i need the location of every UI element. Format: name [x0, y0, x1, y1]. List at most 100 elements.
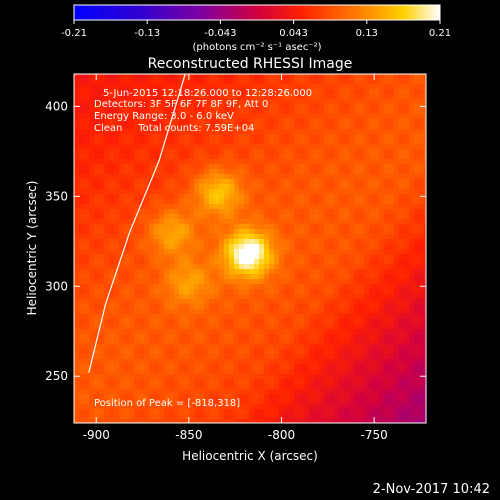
heatmap-pixel — [299, 274, 305, 280]
heatmap-pixel — [184, 74, 190, 80]
heatmap-pixel — [419, 334, 425, 340]
heatmap-pixel — [94, 109, 100, 115]
heatmap-pixel — [94, 89, 100, 95]
heatmap-pixel — [124, 114, 130, 120]
heatmap-pixel — [244, 219, 250, 225]
heatmap-pixel — [159, 74, 165, 80]
heatmap-pixel — [224, 94, 230, 100]
heatmap-pixel — [224, 194, 230, 200]
heatmap-pixel — [384, 264, 390, 270]
heatmap-pixel — [339, 179, 345, 185]
heatmap-pixel — [79, 294, 85, 300]
heatmap-pixel — [214, 214, 220, 220]
heatmap-pixel — [139, 344, 145, 350]
heatmap-pixel — [319, 314, 325, 320]
heatmap-pixel — [119, 334, 125, 340]
heatmap-pixel — [254, 269, 260, 275]
heatmap-pixel — [419, 154, 425, 160]
colorbar-tick-label: -0.21 — [61, 28, 87, 39]
heatmap-pixel — [74, 264, 80, 270]
heatmap-pixel — [149, 364, 155, 370]
heatmap-pixel — [269, 384, 275, 390]
heatmap-pixel — [259, 324, 265, 330]
heatmap-pixel — [169, 164, 175, 170]
heatmap-pixel — [89, 174, 95, 180]
heatmap-pixel — [154, 359, 160, 365]
heatmap-pixel — [389, 404, 395, 410]
heatmap-pixel — [219, 349, 225, 355]
heatmap-pixel — [264, 304, 270, 310]
heatmap-pixel — [99, 184, 105, 190]
heatmap-pixel — [224, 179, 230, 185]
heatmap-pixel — [114, 379, 120, 385]
heatmap-pixel — [394, 234, 400, 240]
heatmap-pixel — [404, 129, 410, 135]
heatmap-pixel — [144, 159, 150, 165]
heatmap-pixel — [234, 74, 240, 80]
heatmap-pixel — [219, 124, 225, 130]
heatmap-pixel — [369, 299, 375, 305]
heatmap-pixel — [259, 239, 265, 245]
heatmap-pixel — [129, 139, 135, 145]
heatmap-pixel — [354, 284, 360, 290]
heatmap-pixel — [144, 179, 150, 185]
heatmap-pixel — [169, 259, 175, 265]
heatmap-pixel — [234, 79, 240, 85]
heatmap-pixel — [369, 414, 375, 420]
heatmap-pixel — [234, 344, 240, 350]
heatmap-pixel — [74, 234, 80, 240]
heatmap-pixel — [119, 179, 125, 185]
heatmap-pixel — [199, 179, 205, 185]
heatmap-pixel — [354, 89, 360, 95]
heatmap-pixel — [129, 214, 135, 220]
heatmap-pixel — [299, 79, 305, 85]
heatmap-pixel — [119, 219, 125, 225]
heatmap-pixel — [264, 244, 270, 250]
heatmap-pixel — [184, 239, 190, 245]
heatmap-pixel — [364, 79, 370, 85]
heatmap-pixel — [229, 244, 235, 250]
heatmap-pixel — [299, 164, 305, 170]
heatmap-pixel — [254, 74, 260, 80]
heatmap-pixel — [409, 89, 415, 95]
heatmap-pixel — [254, 144, 260, 150]
heatmap-pixel — [389, 74, 395, 80]
heatmap-pixel — [419, 219, 425, 225]
heatmap-pixel — [409, 84, 415, 90]
heatmap-pixel — [334, 409, 340, 415]
heatmap-pixel — [344, 259, 350, 265]
heatmap-pixel — [239, 399, 245, 405]
heatmap-pixel — [389, 294, 395, 300]
heatmap-pixel — [309, 209, 315, 215]
heatmap-pixel — [189, 414, 195, 420]
heatmap-pixel — [404, 119, 410, 125]
heatmap-pixel — [249, 229, 255, 235]
heatmap-pixel — [259, 209, 265, 215]
heatmap-pixel — [199, 84, 205, 90]
heatmap-pixel — [384, 164, 390, 170]
heatmap-pixel — [339, 194, 345, 200]
heatmap-pixel — [374, 264, 380, 270]
heatmap-pixel — [364, 369, 370, 375]
heatmap-pixel — [244, 294, 250, 300]
heatmap-pixel — [299, 354, 305, 360]
heatmap-pixel — [189, 264, 195, 270]
heatmap-pixel — [109, 269, 115, 275]
heatmap-pixel — [289, 294, 295, 300]
heatmap-pixel — [259, 329, 265, 335]
heatmap-pixel — [324, 409, 330, 415]
heatmap-pixel — [379, 409, 385, 415]
heatmap-pixel — [359, 129, 365, 135]
heatmap-pixel — [159, 299, 165, 305]
heatmap-pixel — [334, 374, 340, 380]
heatmap-pixel — [349, 279, 355, 285]
heatmap-pixel — [159, 349, 165, 355]
heatmap-pixel — [419, 94, 425, 100]
heatmap-pixel — [334, 119, 340, 125]
heatmap-pixel — [179, 184, 185, 190]
heatmap-pixel — [239, 354, 245, 360]
heatmap-pixel — [149, 219, 155, 225]
heatmap-pixel — [149, 324, 155, 330]
heatmap-pixel — [129, 364, 135, 370]
heatmap-pixel — [334, 109, 340, 115]
